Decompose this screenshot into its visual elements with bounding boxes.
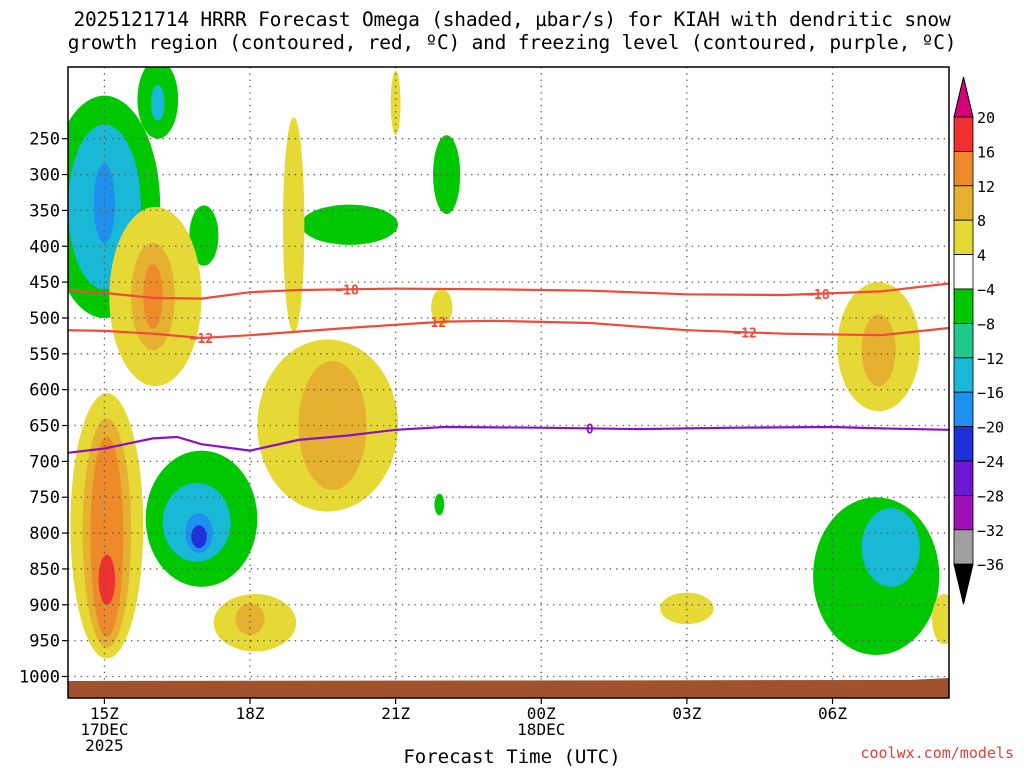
plot-frame bbox=[67, 66, 950, 699]
chart-title-line1: 2025121714 HRRR Forecast Omega (shaded, … bbox=[73, 8, 951, 31]
colorbar-label-12: −32 bbox=[977, 522, 1004, 540]
y-tick-label-700: 700 bbox=[29, 452, 60, 472]
colorbar-swatch-1 bbox=[953, 150, 974, 187]
x-tick-label-15Z: 15Z bbox=[90, 704, 119, 723]
x-axis-label: Forecast Time (UTC) bbox=[403, 746, 621, 768]
colorbar-label-1: 16 bbox=[977, 143, 995, 161]
colorbar-swatch-0 bbox=[953, 116, 974, 152]
omega-region-downward-03b bbox=[298, 360, 367, 491]
omega-region-downward-09 bbox=[390, 70, 401, 136]
x-tick-sublabel1-00Z: 18DEC bbox=[517, 720, 565, 739]
y-tick-label-850: 850 bbox=[29, 560, 60, 580]
chart-title: 2025121714 HRRR Forecast Omega (shaded, … bbox=[0, 8, 1024, 54]
colorbar-label-0: 20 bbox=[977, 109, 995, 127]
x-tick-label-03Z: 03Z bbox=[672, 704, 701, 723]
y-tick-label-750: 750 bbox=[29, 488, 60, 508]
colorbar-swatch-5 bbox=[953, 288, 974, 324]
omega-region-downward-02c bbox=[143, 264, 163, 329]
colorbar-label-13: −36 bbox=[977, 556, 1004, 574]
omega-region-upward-01c bbox=[93, 163, 116, 243]
omega-region-upward-03 bbox=[189, 205, 219, 266]
colorbar-top-arrow bbox=[953, 76, 974, 118]
contour-label-dgz-warm-2: −12 bbox=[733, 326, 756, 341]
omega-region-downward-06b bbox=[861, 314, 896, 387]
colorbar-swatch-8 bbox=[953, 391, 974, 428]
contour-label-freezing-level-0: 0 bbox=[586, 422, 594, 437]
omega-region-upward-08 bbox=[434, 493, 445, 516]
terrain-ground bbox=[68, 678, 949, 698]
omega-region-downward-10 bbox=[431, 289, 453, 326]
contour-label-dgz-warm-0: −12 bbox=[190, 332, 213, 347]
x-tick-label-06Z: 06Z bbox=[818, 704, 847, 723]
x-tick-label-00Z: 00Z bbox=[527, 704, 556, 723]
colorbar-label-2: 12 bbox=[977, 178, 995, 196]
y-tick-label-900: 900 bbox=[29, 596, 60, 616]
y-tick-label-650: 650 bbox=[29, 417, 60, 437]
omega-region-upward-02b bbox=[151, 84, 165, 121]
x-tick-label-21Z: 21Z bbox=[381, 704, 410, 723]
plot-area bbox=[68, 67, 949, 698]
colorbar-label-7: −12 bbox=[977, 350, 1004, 368]
x-tick-label-18Z: 18Z bbox=[236, 704, 265, 723]
contour-label-dgz-warm-1: −12 bbox=[423, 316, 446, 331]
contour-label-dgz-cold-1: −18 bbox=[806, 288, 830, 303]
chart-title-line2: growth region (contoured, red, ºC) and f… bbox=[67, 31, 957, 54]
credit-link[interactable]: coolwx.com/models bbox=[860, 744, 1014, 762]
colorbar-swatch-6 bbox=[953, 322, 974, 359]
y-tick-label-300: 300 bbox=[29, 166, 60, 186]
y-tick-label-600: 600 bbox=[29, 381, 60, 401]
colorbar-swatch-4 bbox=[953, 254, 974, 290]
omega-region-downward-08 bbox=[932, 594, 949, 645]
colorbar-swatch-3 bbox=[953, 219, 974, 255]
contour-dgz-cold bbox=[68, 282, 949, 300]
colorbar-label-11: −28 bbox=[977, 487, 1004, 505]
colorbar-swatch-2 bbox=[953, 185, 974, 221]
colorbar-label-6: −8 bbox=[977, 315, 995, 333]
omega-region-upward-07b bbox=[861, 507, 920, 587]
omega-region-downward-01d bbox=[98, 554, 116, 605]
y-tick-label-250: 250 bbox=[29, 130, 60, 150]
omega-region-upward-04 bbox=[300, 204, 399, 245]
y-tick-label-550: 550 bbox=[29, 345, 60, 365]
colorbar-label-8: −16 bbox=[977, 384, 1004, 402]
x-tick-sublabel2-15Z: 2025 bbox=[85, 736, 124, 755]
x-tick-sublabel1-15Z: 17DEC bbox=[80, 720, 128, 739]
y-tick-label-400: 400 bbox=[29, 237, 60, 257]
contour-freezing-level bbox=[68, 425, 949, 454]
colorbar-label-10: −24 bbox=[977, 453, 1004, 471]
colorbar-bottom-arrow bbox=[953, 563, 974, 605]
omega-region-upward-06d bbox=[191, 525, 207, 549]
omega-region-downward-01c bbox=[90, 436, 124, 638]
colorbar-swatch-10 bbox=[953, 460, 974, 496]
y-tick-label-800: 800 bbox=[29, 524, 60, 544]
contour-label-dgz-cold-0: −18 bbox=[335, 283, 359, 298]
colorbar-swatch-9 bbox=[953, 426, 974, 462]
y-tick-label-450: 450 bbox=[29, 273, 60, 293]
colorbar-label-3: 8 bbox=[977, 212, 986, 230]
contour-dgz-warm bbox=[68, 319, 949, 340]
colorbar-label-9: −20 bbox=[977, 419, 1004, 437]
y-tick-label-350: 350 bbox=[29, 201, 60, 221]
y-tick-label-950: 950 bbox=[29, 632, 60, 652]
y-tick-label-500: 500 bbox=[29, 309, 60, 329]
colorbar-swatch-11 bbox=[953, 494, 974, 531]
colorbar-label-4: 4 bbox=[977, 247, 986, 265]
colorbar-swatch-7 bbox=[953, 357, 974, 393]
omega-region-downward-07 bbox=[660, 592, 714, 625]
omega-region-downward-05b bbox=[235, 603, 265, 635]
colorbar-label-5: −4 bbox=[977, 281, 995, 299]
colorbar-swatch-12 bbox=[953, 529, 974, 565]
omega-region-downward-04 bbox=[283, 117, 305, 333]
y-tick-label-1000: 1000 bbox=[19, 667, 60, 687]
